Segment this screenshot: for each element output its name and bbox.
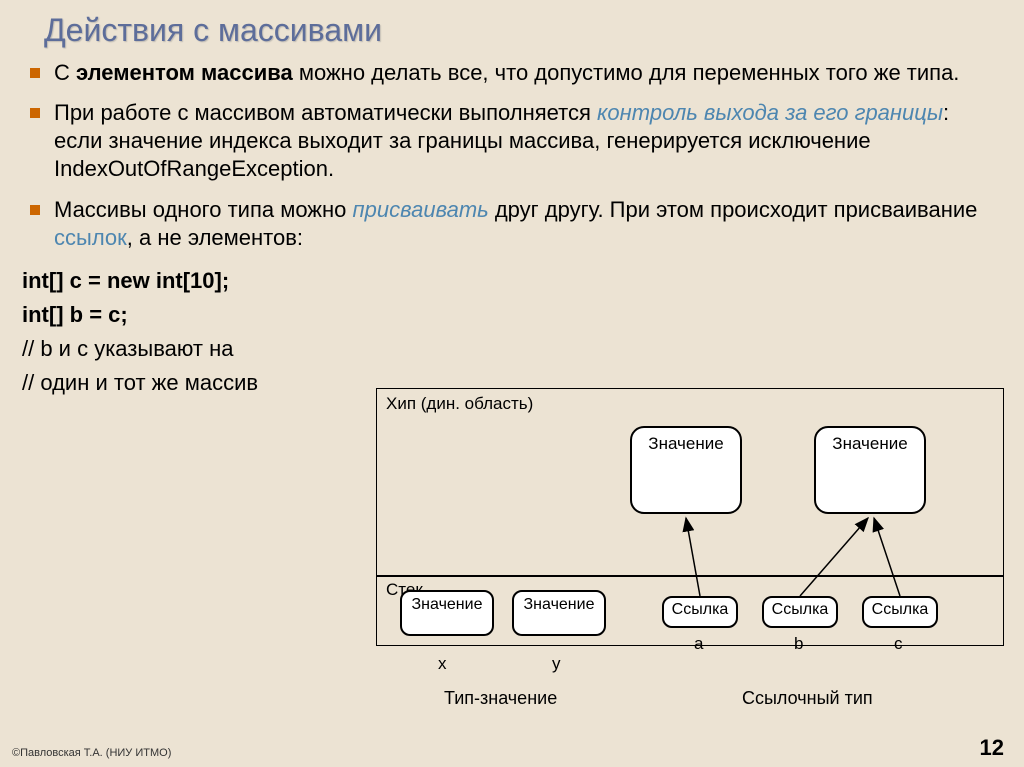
var-y: y: [552, 654, 561, 674]
stack-node-x: Значение: [400, 590, 494, 636]
stack-node-a: Ссылка: [662, 596, 738, 628]
heap-stack-diagram: Хип (дин. область) Стек Значение Значени…: [370, 388, 1006, 722]
heap-label: Хип (дин. область): [386, 394, 533, 414]
var-c: c: [894, 634, 903, 654]
footer-page-number: 12: [980, 735, 1004, 761]
code-line-1: int[] c = new int[10];: [22, 264, 1002, 298]
footer-copyright: ©Павловская Т.А. (НИУ ИТМО): [12, 747, 171, 759]
bullet-2: При работе с массивом автоматически выпо…: [30, 99, 998, 183]
type-ref-label: Ссылочный тип: [742, 688, 873, 709]
heap-node-1: Значение: [630, 426, 742, 514]
stack-node-c: Ссылка: [862, 596, 938, 628]
stack-node-b: Ссылка: [762, 596, 838, 628]
bullet-1: С элементом массива можно делать все, чт…: [30, 59, 998, 87]
code-line-2: int[] b = c;: [22, 298, 1002, 332]
slide-title: Действия с массивами: [22, 0, 1002, 59]
stack-node-y: Значение: [512, 590, 606, 636]
var-b: b: [794, 634, 803, 654]
var-a: a: [694, 634, 703, 654]
code-block: int[] c = new int[10]; int[] b = c; // b…: [22, 264, 1002, 400]
bullet-list: С элементом массива можно делать все, чт…: [22, 59, 1002, 252]
heap-node-2: Значение: [814, 426, 926, 514]
type-value-label: Тип-значение: [444, 688, 557, 709]
code-line-3: // b и c указывают на: [22, 332, 1002, 366]
var-x: x: [438, 654, 447, 674]
bullet-3: Массивы одного типа можно присваивать др…: [30, 196, 998, 252]
